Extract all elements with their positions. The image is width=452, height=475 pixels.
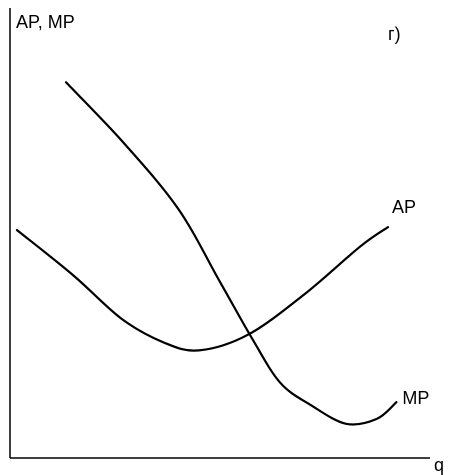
series-line-mp (64, 81, 398, 426)
series-label-mp: MP (402, 388, 429, 408)
series-label-ap: AP (392, 197, 416, 217)
y-axis-label: AP, MP (16, 12, 75, 32)
series-line-ap (15, 226, 390, 352)
x-axis-label: q (434, 455, 444, 475)
panel-label: г) (388, 24, 401, 44)
series-group (15, 81, 398, 426)
